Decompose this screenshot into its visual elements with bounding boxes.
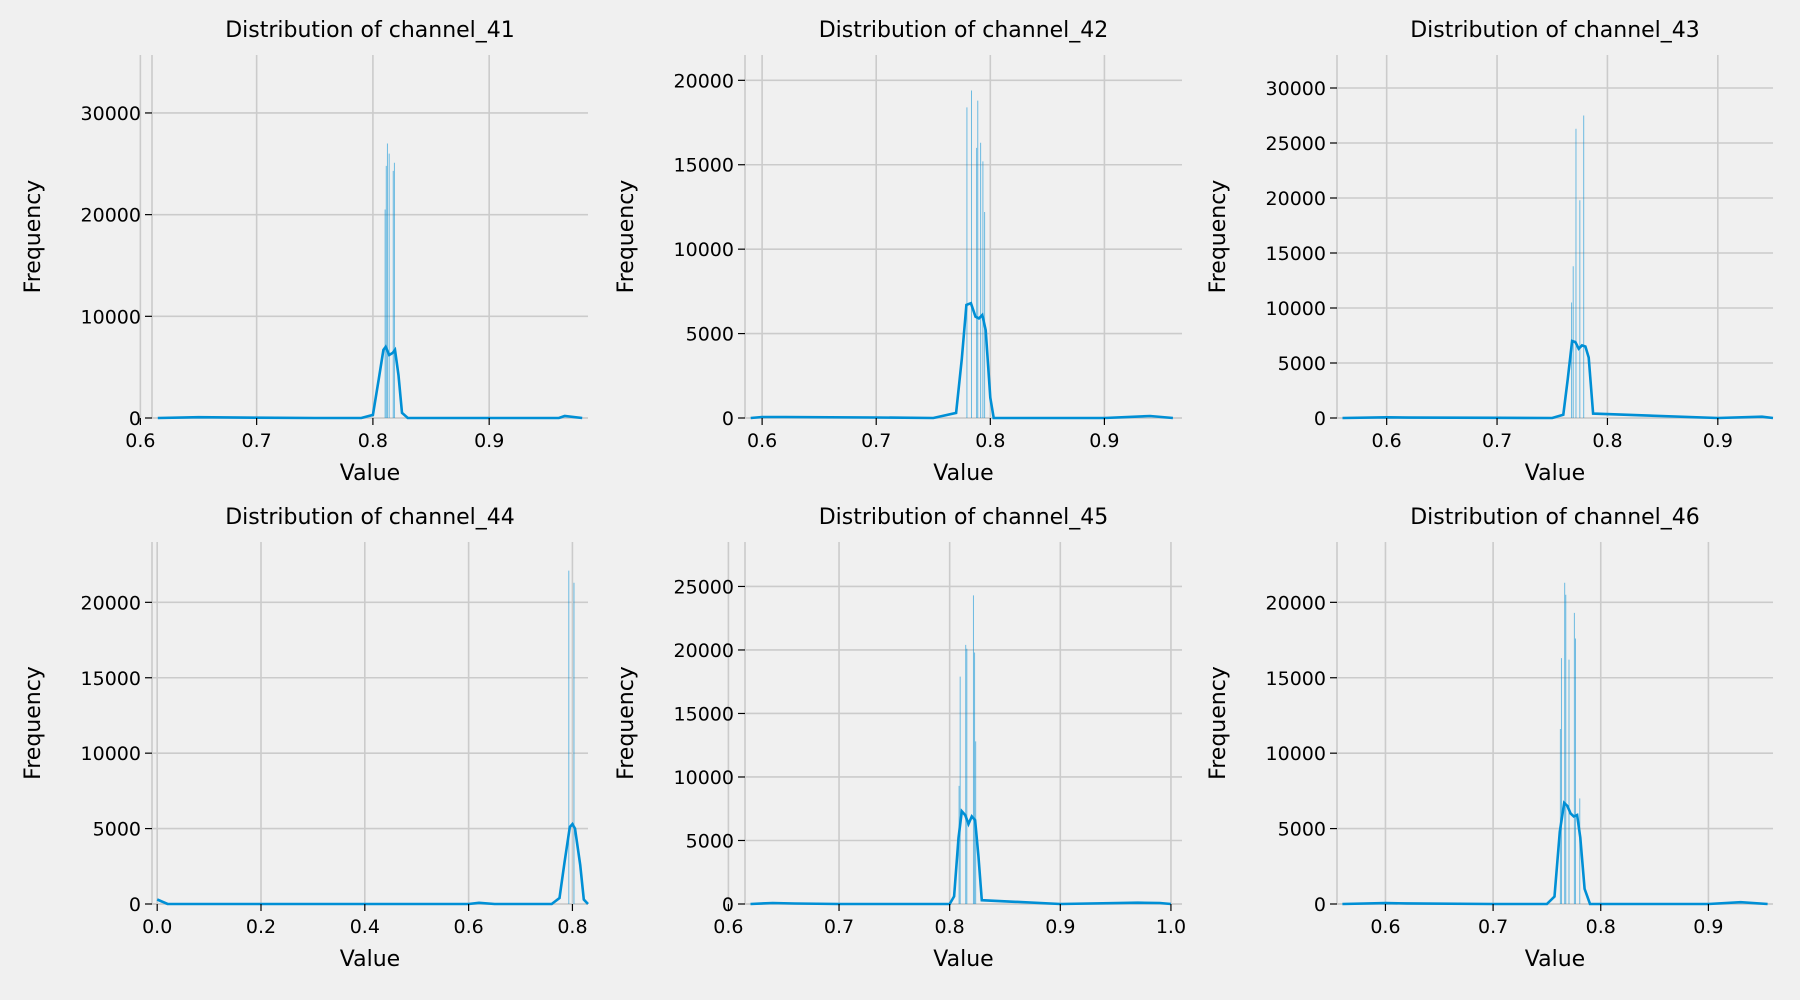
x-tick-label: 0.6 (454, 916, 484, 938)
y-tick-label: 0 (1314, 408, 1326, 430)
kde-curve (750, 301, 1174, 420)
x-axis-label: Value (340, 947, 400, 972)
x-tick-label: 0.9 (1693, 916, 1723, 938)
x-tick-label: 0.7 (824, 916, 854, 938)
y-tick-label: 20000 (674, 640, 734, 662)
y-tick-label: 0 (129, 894, 141, 916)
y-tick-label: 10000 (81, 743, 141, 765)
y-tick-label: 20000 (1266, 188, 1326, 210)
chart-title: Distribution of channel_46 (1410, 505, 1700, 530)
y-tick-label: 15000 (81, 668, 141, 690)
y-tick-label: 5000 (1278, 353, 1326, 375)
chart-title: Distribution of channel_41 (225, 18, 515, 43)
x-tick-label: 0.7 (861, 430, 891, 452)
y-tick-label: 15000 (1266, 668, 1326, 690)
x-tick-label: 0.8 (557, 916, 587, 938)
subplot-1: 0.6 0.7 0.8 0.9 0 10000 20000 30000 Distribution… (21, 18, 588, 486)
y-tick-label: 15000 (674, 155, 734, 177)
chart-title: Distribution of channel_44 (225, 505, 515, 530)
y-tick-label: 0 (722, 894, 734, 916)
subplot-5: 0.6 0.7 0.8 0.9 1.0 0 5000 10000 15000 20000 25000… (614, 505, 1186, 972)
x-tick-label: 0.8 (1586, 916, 1616, 938)
x-tick-label: 0.6 (125, 430, 155, 452)
kde-curve (1342, 800, 1768, 906)
chart-title: Distribution of channel_43 (1410, 18, 1700, 43)
x-tick-label: 0.9 (1703, 430, 1733, 452)
y-tick-label: 10000 (1266, 743, 1326, 765)
x-tick-label: 0.8 (975, 430, 1005, 452)
y-tick-label: 25000 (674, 576, 734, 598)
x-tick-label: 0.6 (747, 430, 777, 452)
x-tick-label: 0.0 (142, 916, 172, 938)
x-axis-label: Value (933, 461, 993, 486)
y-tick-label: 15000 (674, 703, 734, 725)
chart-title: Distribution of channel_42 (819, 18, 1109, 43)
x-axis-label: Value (933, 947, 993, 972)
x-tick-label: 0.2 (246, 916, 276, 938)
subplot-2: 0.6 0.7 0.8 0.9 0 5000 10000 15000 20000 Distribu… (614, 18, 1182, 486)
y-tick-label: 0 (722, 408, 734, 430)
subplot-6: 0.6 0.7 0.8 0.9 0 5000 10000 15000 20000 Distribu… (1206, 505, 1773, 972)
y-tick-label: 25000 (1266, 133, 1326, 155)
x-tick-label: 0.6 (713, 916, 743, 938)
y-tick-label: 30000 (1266, 78, 1326, 100)
x-tick-label: 0.7 (1482, 430, 1512, 452)
x-tick-label: 0.7 (242, 430, 272, 452)
y-tick-label: 0 (129, 408, 141, 430)
y-axis-label: Frequency (614, 180, 639, 294)
kde-curve (750, 808, 1172, 906)
y-tick-label: 20000 (674, 70, 734, 92)
y-tick-label: 10000 (674, 239, 734, 261)
y-tick-label: 30000 (81, 103, 141, 125)
x-tick-label: 0.8 (358, 430, 388, 452)
kde-curve (157, 344, 583, 420)
x-tick-label: 1.0 (1156, 916, 1186, 938)
y-axis-label: Frequency (614, 666, 639, 780)
y-tick-label: 5000 (1278, 819, 1326, 841)
chart-title: Distribution of channel_45 (819, 505, 1109, 530)
y-tick-label: 5000 (686, 324, 734, 346)
y-tick-label: 15000 (1266, 243, 1326, 265)
y-axis-label: Frequency (1206, 180, 1231, 294)
y-tick-label: 10000 (1266, 298, 1326, 320)
x-axis-label: Value (340, 461, 400, 486)
y-tick-label: 20000 (81, 592, 141, 614)
y-tick-label: 5000 (686, 830, 734, 852)
y-tick-label: 20000 (1266, 592, 1326, 614)
x-tick-label: 0.4 (350, 916, 380, 938)
x-tick-label: 0.9 (1045, 916, 1075, 938)
x-tick-label: 0.8 (1592, 430, 1622, 452)
subplot-4: 0.0 0.2 0.4 0.6 0.8 0 5000 10000 15000 20000 Distr… (21, 505, 589, 972)
y-tick-label: 20000 (81, 205, 141, 227)
y-axis-label: Frequency (1206, 666, 1231, 780)
y-tick-label: 5000 (93, 819, 141, 841)
y-tick-label: 0 (1314, 894, 1326, 916)
x-axis-label: Value (1525, 947, 1585, 972)
subplot-3: 0.6 0.7 0.8 0.9 0 5000 10000 15000 20000 25000 300… (1206, 18, 1774, 486)
x-tick-label: 0.6 (1372, 430, 1402, 452)
y-axis-label: Frequency (21, 180, 46, 294)
y-axis-label: Frequency (21, 666, 46, 780)
x-axis-label: Value (1525, 461, 1585, 486)
kde-curve (1342, 339, 1774, 420)
y-tick-label: 10000 (674, 767, 734, 789)
y-tick-label: 10000 (81, 306, 141, 328)
x-tick-label: 0.9 (1089, 430, 1119, 452)
kde-curve (156, 821, 589, 906)
x-tick-label: 0.6 (1370, 916, 1400, 938)
x-tick-label: 0.7 (1478, 916, 1508, 938)
x-tick-label: 0.9 (474, 430, 504, 452)
x-tick-label: 0.8 (935, 916, 965, 938)
